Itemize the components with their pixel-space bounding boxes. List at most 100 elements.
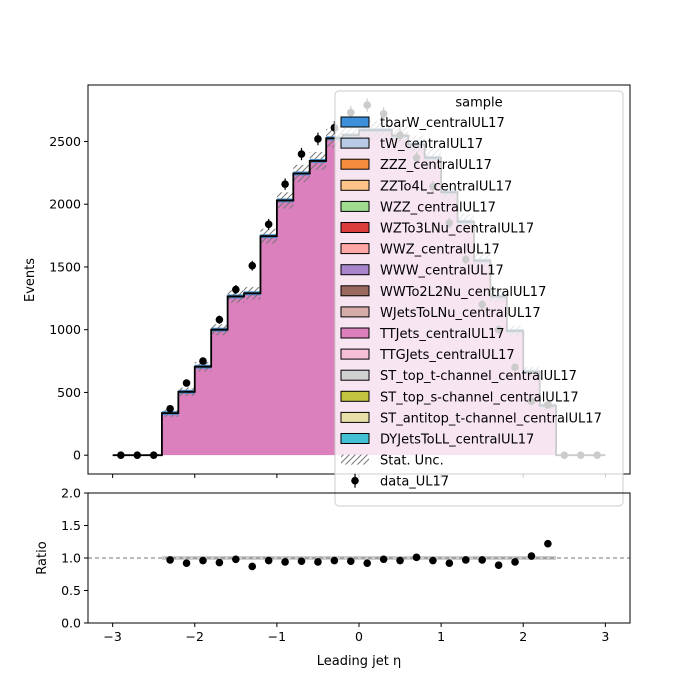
ratio-point bbox=[379, 555, 388, 564]
legend-label: tbarW_centralUL17 bbox=[380, 116, 505, 131]
ratio-point bbox=[478, 556, 486, 564]
legend-label: WWZ_centralUL17 bbox=[380, 243, 500, 258]
ratio-point bbox=[461, 556, 470, 564]
ratio-point bbox=[544, 539, 552, 548]
ratio-plot-area bbox=[88, 539, 630, 571]
legend-swatch bbox=[340, 116, 370, 128]
legend-label: ZZTo4L_centralUL17 bbox=[380, 179, 512, 194]
ratio-panel: 0.0 0.5 1.0 1.5 2.0 −3 −2 −1 0 1 2 3 Ratio Leading… bbox=[35, 486, 631, 669]
legend-swatch bbox=[340, 411, 370, 423]
legend-label: WZTo3LNu_centralUL17 bbox=[380, 222, 534, 237]
legend-swatch bbox=[340, 222, 370, 233]
main-y-tick-label: 1000 bbox=[49, 322, 81, 337]
ratio-point bbox=[429, 556, 437, 565]
legend-swatch bbox=[340, 137, 370, 149]
ratio-unc-band bbox=[490, 556, 507, 560]
ratio-point bbox=[494, 561, 503, 569]
ratio-x-tick-label: 1 bbox=[437, 629, 445, 644]
legend-label: ST_top_t-channel_centralUL17 bbox=[380, 369, 577, 384]
ratio-x-tick-label: −1 bbox=[268, 629, 286, 644]
ratio-x-tick-label: 0 bbox=[355, 629, 363, 644]
ratio-y-tick-label: 2.0 bbox=[61, 486, 81, 501]
legend-swatch bbox=[340, 327, 370, 339]
ratio-point bbox=[166, 556, 174, 564]
ratio-point bbox=[297, 557, 306, 566]
legend-label: WZZ_centralUL17 bbox=[380, 200, 496, 215]
legend-swatch bbox=[340, 285, 370, 297]
legend-label: ST_antitop_t-channel_centralUL17 bbox=[380, 411, 602, 426]
legend: sample tbarW_centralUL17 tW_centralUL17 ZZZ… bbox=[334, 90, 624, 507]
ratio-x-tick-label: −3 bbox=[103, 629, 121, 644]
legend-label: TTJets_centralUL17 bbox=[379, 327, 505, 342]
main-panel: 0 500 1000 1500 2000 2500 Events sample tbarW_… bbox=[23, 84, 631, 507]
data-point bbox=[248, 261, 257, 270]
ratio-y-tick-label: 1.5 bbox=[61, 518, 81, 533]
legend-swatch bbox=[340, 433, 370, 444]
ratio-point bbox=[264, 556, 273, 565]
data-point bbox=[149, 451, 158, 459]
legend-swatch bbox=[340, 264, 370, 276]
legend-stat-swatch bbox=[341, 454, 369, 465]
ratio-y-tick-label: 0.5 bbox=[61, 583, 81, 598]
main-y-axis-label: Events bbox=[23, 258, 38, 302]
legend-swatch bbox=[340, 390, 370, 402]
data-point bbox=[182, 379, 191, 387]
ratio-y-tick-label: 0.0 bbox=[61, 616, 81, 631]
ratio-point bbox=[232, 555, 240, 564]
legend-box bbox=[334, 90, 624, 507]
legend-data-marker bbox=[351, 476, 359, 485]
legend-swatch bbox=[340, 243, 370, 255]
legend-swatch bbox=[340, 179, 370, 191]
ratio-point bbox=[363, 559, 372, 567]
legend-label: ZZZ_centralUL17 bbox=[380, 158, 492, 173]
data-point bbox=[133, 451, 142, 459]
ratio-unc-band bbox=[441, 556, 458, 560]
data-point bbox=[232, 285, 240, 294]
main-y-tick-label: 2500 bbox=[49, 134, 81, 149]
data-point bbox=[314, 135, 322, 143]
data-point bbox=[281, 180, 289, 188]
ratio-point bbox=[412, 553, 421, 562]
ratio-unc-band bbox=[211, 556, 228, 560]
main-y-ticks: 0 500 1000 1500 2000 2500 bbox=[49, 134, 88, 463]
legend-swatch bbox=[340, 306, 370, 318]
legend-stat-label: Stat. Unc. bbox=[380, 454, 444, 469]
x-axis-label: Leading jet η bbox=[317, 654, 402, 669]
legend-swatch bbox=[340, 369, 370, 381]
ratio-x-ticks: −3 −2 −1 0 1 2 3 bbox=[103, 623, 609, 644]
legend-data-label: data_UL17 bbox=[380, 475, 449, 490]
main-y-tick-label: 500 bbox=[57, 385, 81, 400]
data-point bbox=[166, 404, 174, 413]
ratio-y-axis-label: Ratio bbox=[35, 541, 50, 574]
legend-label: TTGJets_centralUL17 bbox=[379, 348, 515, 363]
ratio-point bbox=[199, 556, 207, 565]
ratio-point bbox=[330, 556, 339, 565]
data-point bbox=[264, 220, 273, 229]
ratio-unc-band bbox=[359, 556, 376, 560]
data-point bbox=[117, 451, 125, 459]
legend-label: ST_top_s-channel_centralUL17 bbox=[380, 390, 579, 405]
legend-label: WWW_centralUL17 bbox=[380, 264, 504, 279]
legend-title: sample bbox=[455, 96, 502, 111]
legend-label: WWTo2L2Nu_centralUL17 bbox=[380, 285, 546, 300]
legend-label: WJetsToLNu_centralUL17 bbox=[380, 306, 541, 321]
ratio-y-ticks: 0.0 0.5 1.0 1.5 2.0 bbox=[61, 486, 88, 631]
legend-swatch bbox=[340, 200, 370, 212]
ratio-point bbox=[314, 558, 322, 566]
ratio-x-tick-label: 3 bbox=[601, 629, 609, 644]
ratio-point bbox=[445, 559, 454, 567]
main-y-tick-label: 1500 bbox=[49, 259, 81, 274]
ratio-point bbox=[396, 556, 404, 565]
main-y-tick-label: 2000 bbox=[49, 197, 81, 212]
ratio-point bbox=[527, 552, 536, 560]
ratio-point bbox=[346, 557, 355, 566]
legend-label: DYJetsToLL_centralUL17 bbox=[380, 433, 534, 448]
ratio-point bbox=[511, 558, 519, 566]
legend-swatch bbox=[340, 348, 370, 360]
ratio-unc-band bbox=[539, 556, 557, 560]
data-point bbox=[215, 315, 224, 324]
legend-swatch bbox=[340, 158, 370, 170]
legend-label: tW_centralUL17 bbox=[380, 137, 483, 152]
ratio-x-tick-label: −2 bbox=[186, 629, 204, 644]
